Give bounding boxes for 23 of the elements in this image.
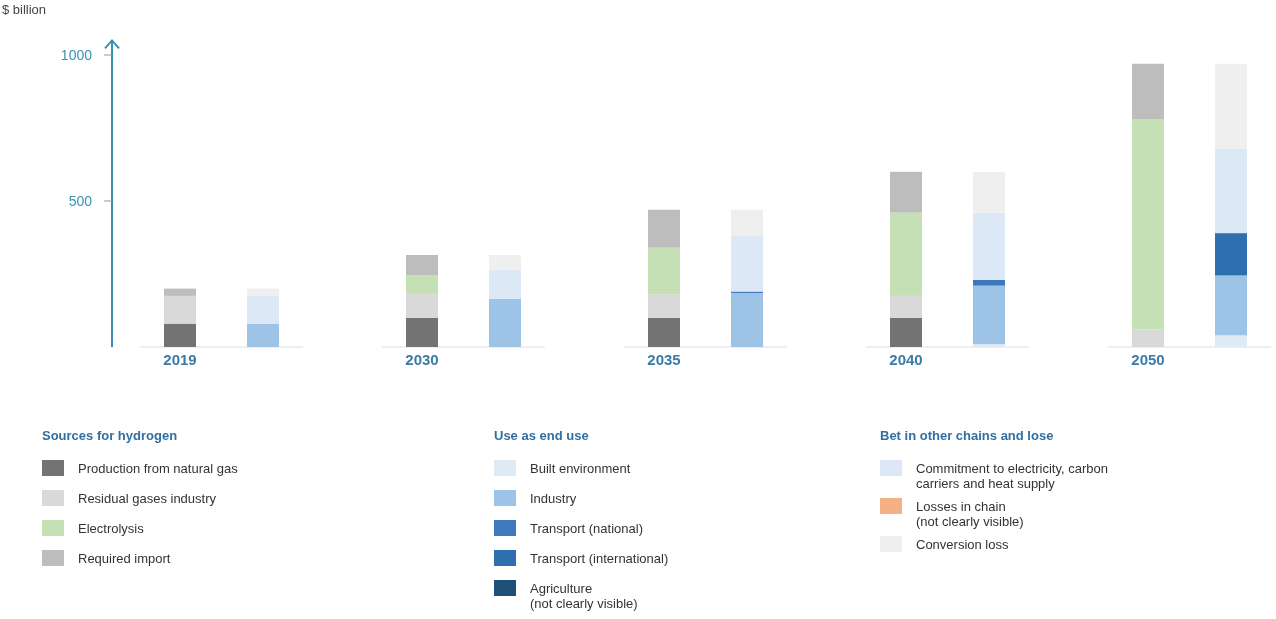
- x-tick-label: 2019: [163, 351, 197, 368]
- y-tick-label: 1000: [60, 46, 93, 63]
- legend-label: Losses in chain (not clearly visible): [916, 499, 1024, 529]
- legend-label: Built environment: [530, 461, 631, 476]
- legend-label: Agriculture (not clearly visible): [530, 581, 638, 611]
- legend-label: Industry: [530, 491, 577, 506]
- x-tick-label: 2035: [647, 351, 681, 368]
- legend-label: Residual gases industry: [78, 491, 217, 506]
- legend-label: Transport (national): [530, 521, 643, 536]
- legend-label: Electrolysis: [78, 521, 145, 536]
- y-axis-title: $ billion: [2, 2, 47, 17]
- legend-label: Production from natural gas: [78, 461, 239, 476]
- legend-label: Transport (international): [530, 551, 669, 566]
- text: Use as end use: [494, 428, 589, 443]
- x-tick-label: 2030: [405, 351, 439, 368]
- legend-label: Required import: [78, 551, 171, 566]
- legend-label: Commitment to electricity, carbon carriers and heat supply: [916, 461, 1108, 491]
- x-tick-label: 2040: [889, 351, 923, 368]
- legend-label: Conversion loss: [916, 537, 1009, 552]
- source-note: Sources for hydrogen: [42, 428, 178, 443]
- text: Bet in other chains and lose: [880, 428, 1054, 443]
- y-tick-label: 500: [68, 192, 93, 209]
- x-tick-label: 2050: [1131, 351, 1165, 368]
